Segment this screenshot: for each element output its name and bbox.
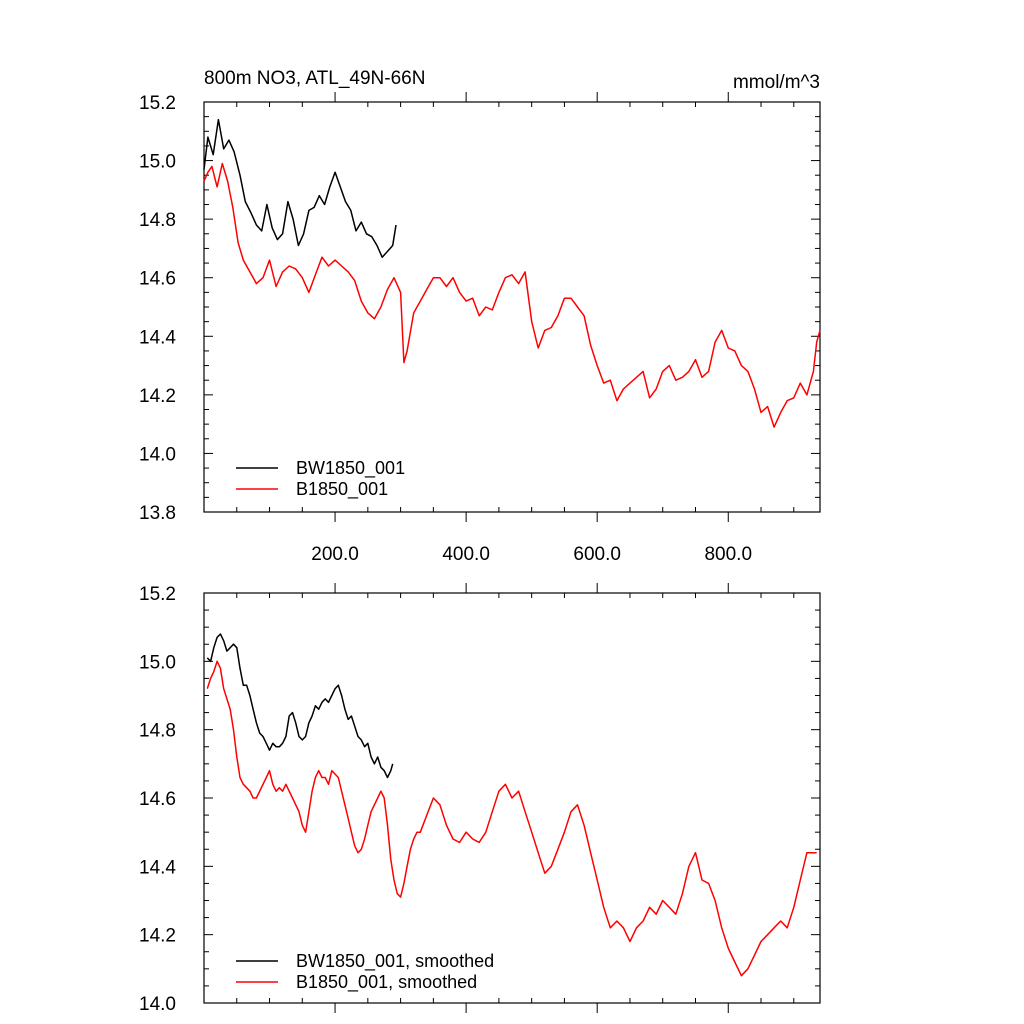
x-tick-label: 400.0 bbox=[442, 544, 490, 565]
y-tick-label: 15.2 bbox=[139, 584, 176, 605]
chart-title: 800m NO3, ATL_49N-66N bbox=[204, 68, 425, 89]
y-tick-label: 14.8 bbox=[139, 721, 176, 742]
legend-label: BW1850_001, smoothed bbox=[296, 951, 494, 972]
series-line-bw1850-001 bbox=[203, 118, 397, 258]
y-tick-label: 14.6 bbox=[139, 789, 176, 810]
y-tick-label: 14.2 bbox=[139, 926, 176, 947]
legend-label: BW1850_001 bbox=[296, 458, 405, 479]
y-tick-label: 14.0 bbox=[139, 994, 176, 1015]
y-tick-label: 15.0 bbox=[139, 652, 176, 673]
series-line-b1850-001 bbox=[203, 162, 821, 428]
y-tick-label: 13.8 bbox=[139, 503, 176, 524]
panel-top: 800m NO3, ATL_49N-66N mmol/m^3 13.814.01… bbox=[139, 68, 821, 565]
panel-bottom: 14.0 14.2 14.4 14.6 14.8 15.0 15.2 BW1850_001, … bbox=[139, 583, 821, 1015]
y-tick-label: 14.6 bbox=[139, 269, 176, 290]
legend-label: B1850_001, smoothed bbox=[296, 972, 477, 993]
series-line-b1850-001-smoothed bbox=[206, 660, 817, 977]
y-tick-label: 14.8 bbox=[139, 210, 176, 231]
x-tick-label: 600.0 bbox=[573, 544, 621, 565]
series-line-bw1850-001-smoothed bbox=[206, 633, 394, 779]
y-tick-label: 14.0 bbox=[139, 444, 176, 465]
legend-label: B1850_001 bbox=[296, 479, 388, 500]
y-tick-label: 15.0 bbox=[139, 152, 176, 173]
plot-area-top: 13.8 14.0 14.2 14.4 14.6 14.8 15.0 15.2 200.0 400… bbox=[139, 92, 821, 565]
y-tick-label: 14.4 bbox=[139, 857, 176, 878]
y-tick-label: 15.2 bbox=[139, 93, 176, 114]
y-tick-label: 14.2 bbox=[139, 386, 176, 407]
plot-area-bottom: 14.0 14.2 14.4 14.6 14.8 15.0 15.2 BW1850_001, … bbox=[139, 583, 821, 1015]
x-tick-label: 800.0 bbox=[704, 544, 752, 565]
x-tick-label: 200.0 bbox=[311, 544, 359, 565]
units-label: mmol/m^3 bbox=[733, 72, 820, 93]
y-tick-label: 14.4 bbox=[139, 327, 176, 348]
